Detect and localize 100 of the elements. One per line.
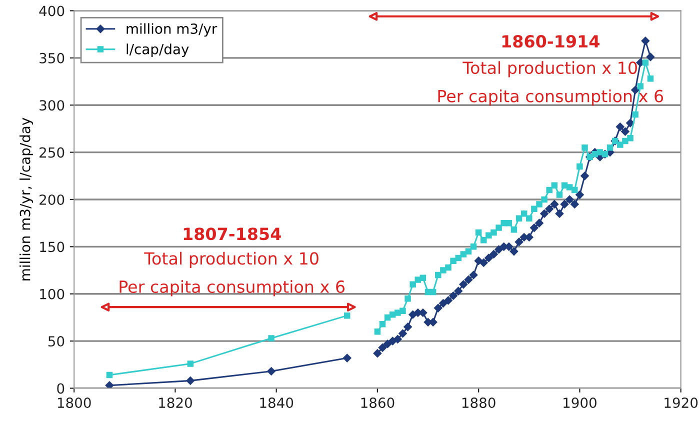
point bbox=[530, 224, 538, 232]
point bbox=[641, 36, 650, 46]
point bbox=[622, 138, 628, 144]
point bbox=[506, 220, 512, 226]
annotation: Total production x 10 bbox=[462, 61, 637, 78]
point bbox=[388, 336, 397, 346]
point bbox=[572, 186, 578, 194]
point bbox=[536, 201, 542, 208]
point bbox=[550, 200, 559, 208]
point bbox=[570, 200, 579, 208]
point bbox=[510, 226, 518, 233]
point bbox=[617, 142, 624, 148]
point bbox=[480, 258, 488, 267]
point bbox=[450, 258, 456, 264]
point bbox=[565, 195, 574, 204]
point bbox=[520, 210, 528, 217]
legend-label: l/cap/day bbox=[126, 44, 189, 58]
point bbox=[582, 144, 588, 151]
point bbox=[621, 127, 630, 136]
point bbox=[560, 200, 569, 208]
y-axis-title: million m3/yr, l/cap/day bbox=[20, 118, 33, 280]
point bbox=[642, 60, 649, 66]
point bbox=[342, 354, 352, 362]
annotation: 1860-1914 bbox=[502, 35, 600, 48]
annotation: Per capita consumption x 6 bbox=[438, 89, 664, 106]
point bbox=[374, 328, 381, 335]
point bbox=[465, 248, 472, 255]
point bbox=[439, 299, 448, 308]
point bbox=[470, 244, 477, 250]
point bbox=[514, 238, 524, 246]
x-tick-label: 1800 bbox=[58, 398, 91, 408]
x-tick-label: 1900 bbox=[564, 398, 596, 408]
y-tick-label: 300 bbox=[40, 100, 64, 111]
point bbox=[449, 292, 458, 300]
point bbox=[531, 206, 538, 212]
point bbox=[430, 288, 436, 296]
point bbox=[566, 184, 573, 190]
point bbox=[496, 224, 502, 231]
y-tick-label: 100 bbox=[40, 288, 64, 300]
point bbox=[647, 76, 654, 82]
point bbox=[556, 192, 563, 198]
x-tick-label: 1880 bbox=[462, 398, 496, 408]
point bbox=[627, 135, 634, 142]
point bbox=[383, 340, 392, 348]
annotation: 1807-1854 bbox=[184, 228, 281, 240]
point bbox=[490, 229, 497, 236]
point bbox=[373, 349, 382, 358]
x-tick-label: 1920 bbox=[664, 398, 698, 408]
annotation: Per capita consumption x 6 bbox=[120, 280, 345, 296]
point bbox=[555, 210, 564, 218]
point bbox=[540, 210, 548, 218]
point bbox=[267, 367, 276, 376]
point bbox=[551, 182, 558, 188]
x-tick-label: 1840 bbox=[260, 398, 294, 408]
point bbox=[445, 264, 452, 271]
y-tick-label: 50 bbox=[48, 336, 64, 347]
point bbox=[637, 83, 644, 90]
point bbox=[420, 274, 426, 281]
y-tick-label: 400 bbox=[39, 6, 64, 16]
point bbox=[486, 232, 492, 238]
y-tick-label: 0 bbox=[57, 383, 64, 394]
point bbox=[616, 122, 624, 131]
point bbox=[414, 276, 422, 283]
point bbox=[516, 215, 522, 222]
point bbox=[455, 254, 462, 262]
point bbox=[541, 196, 548, 203]
point bbox=[475, 229, 482, 236]
y-tick-label: 250 bbox=[40, 147, 64, 158]
point bbox=[186, 376, 195, 385]
point bbox=[390, 312, 396, 318]
point bbox=[398, 329, 407, 338]
point bbox=[454, 286, 462, 296]
point bbox=[592, 151, 598, 158]
point bbox=[576, 190, 584, 199]
annotation: Total production x 10 bbox=[144, 252, 318, 268]
point bbox=[378, 344, 387, 352]
point bbox=[464, 276, 473, 284]
point bbox=[460, 251, 467, 258]
point bbox=[631, 86, 640, 94]
point bbox=[469, 270, 478, 280]
x-tick-label: 1820 bbox=[159, 398, 192, 408]
point bbox=[596, 149, 604, 156]
point bbox=[546, 186, 552, 194]
y-tick-label: 350 bbox=[40, 52, 64, 64]
point bbox=[410, 281, 416, 288]
point bbox=[526, 215, 532, 222]
point bbox=[394, 335, 402, 344]
y-tick-label: 200 bbox=[40, 194, 64, 205]
point bbox=[106, 372, 113, 378]
point bbox=[494, 245, 503, 254]
point bbox=[404, 295, 411, 302]
point bbox=[379, 320, 386, 328]
point bbox=[344, 312, 350, 319]
point bbox=[394, 310, 401, 316]
x-tick-label: 1860 bbox=[361, 398, 394, 408]
point bbox=[459, 280, 468, 289]
point bbox=[545, 204, 554, 214]
point bbox=[576, 163, 583, 170]
point bbox=[490, 250, 498, 258]
point bbox=[626, 118, 634, 128]
